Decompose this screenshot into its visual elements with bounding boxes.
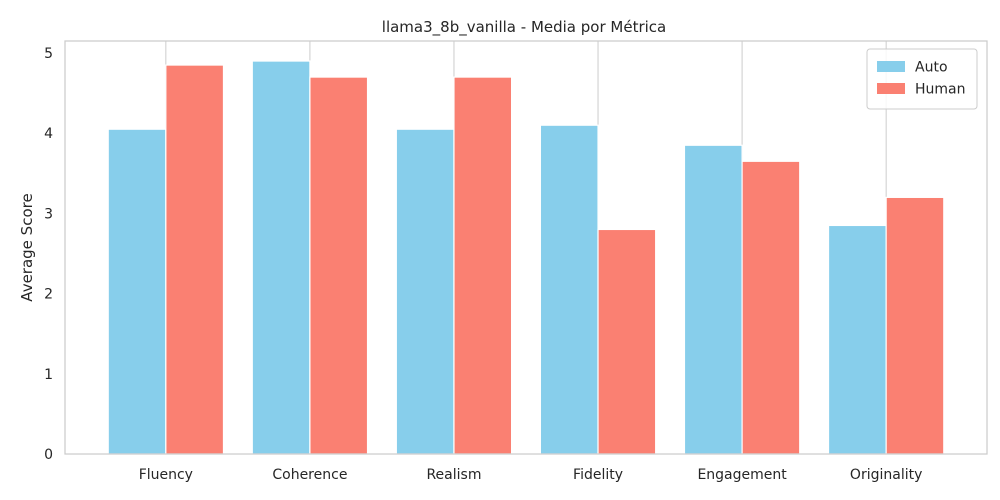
legend-label-auto: Auto bbox=[915, 60, 948, 76]
legend-label-human: Human bbox=[915, 82, 966, 98]
bar-auto-engagement bbox=[683, 144, 743, 455]
bar-auto-coherence bbox=[251, 60, 311, 455]
y-tick-labels: 0 1 2 3 4 5 bbox=[44, 46, 53, 463]
plot-frame bbox=[64, 40, 988, 455]
y-tick-label: 0 bbox=[44, 447, 53, 463]
bar-auto-originality bbox=[827, 224, 887, 455]
x-tick-label: Engagement bbox=[697, 467, 787, 483]
bar-human-coherence bbox=[309, 76, 369, 455]
chart-title: llama3_8b_vanilla - Media por Métrica bbox=[382, 18, 666, 37]
y-axis-label: Average Score bbox=[18, 193, 36, 301]
bar-auto-fluency bbox=[107, 128, 167, 455]
x-tick-labels: Fluency Coherence Realism Fidelity Engagemen… bbox=[139, 467, 923, 483]
bar-auto-fidelity bbox=[539, 124, 599, 455]
y-tick-label: 4 bbox=[44, 126, 53, 142]
x-tick-label: Fluency bbox=[139, 467, 193, 483]
bar-auto-realism bbox=[395, 128, 455, 455]
x-tick-label: Realism bbox=[426, 467, 481, 483]
bars bbox=[107, 60, 945, 455]
legend-box bbox=[866, 48, 978, 110]
bar-human-originality bbox=[885, 196, 945, 455]
y-tick-label: 2 bbox=[44, 287, 53, 303]
x-tick-label: Originality bbox=[850, 467, 922, 483]
y-tick-label: 1 bbox=[44, 367, 53, 383]
legend-swatch-human bbox=[877, 83, 905, 94]
bar-human-engagement bbox=[741, 160, 801, 455]
x-tick-label: Coherence bbox=[272, 467, 347, 483]
y-tick-label: 3 bbox=[44, 206, 53, 222]
x-tick-label: Fidelity bbox=[573, 467, 623, 483]
plot-border bbox=[64, 40, 988, 455]
legend-swatch-auto bbox=[877, 61, 905, 72]
bar-human-realism bbox=[453, 76, 513, 455]
bar-human-fluency bbox=[165, 64, 225, 455]
bar-human-fidelity bbox=[597, 228, 657, 455]
legend: Auto Human bbox=[866, 48, 978, 110]
y-tick-label: 5 bbox=[44, 46, 53, 62]
